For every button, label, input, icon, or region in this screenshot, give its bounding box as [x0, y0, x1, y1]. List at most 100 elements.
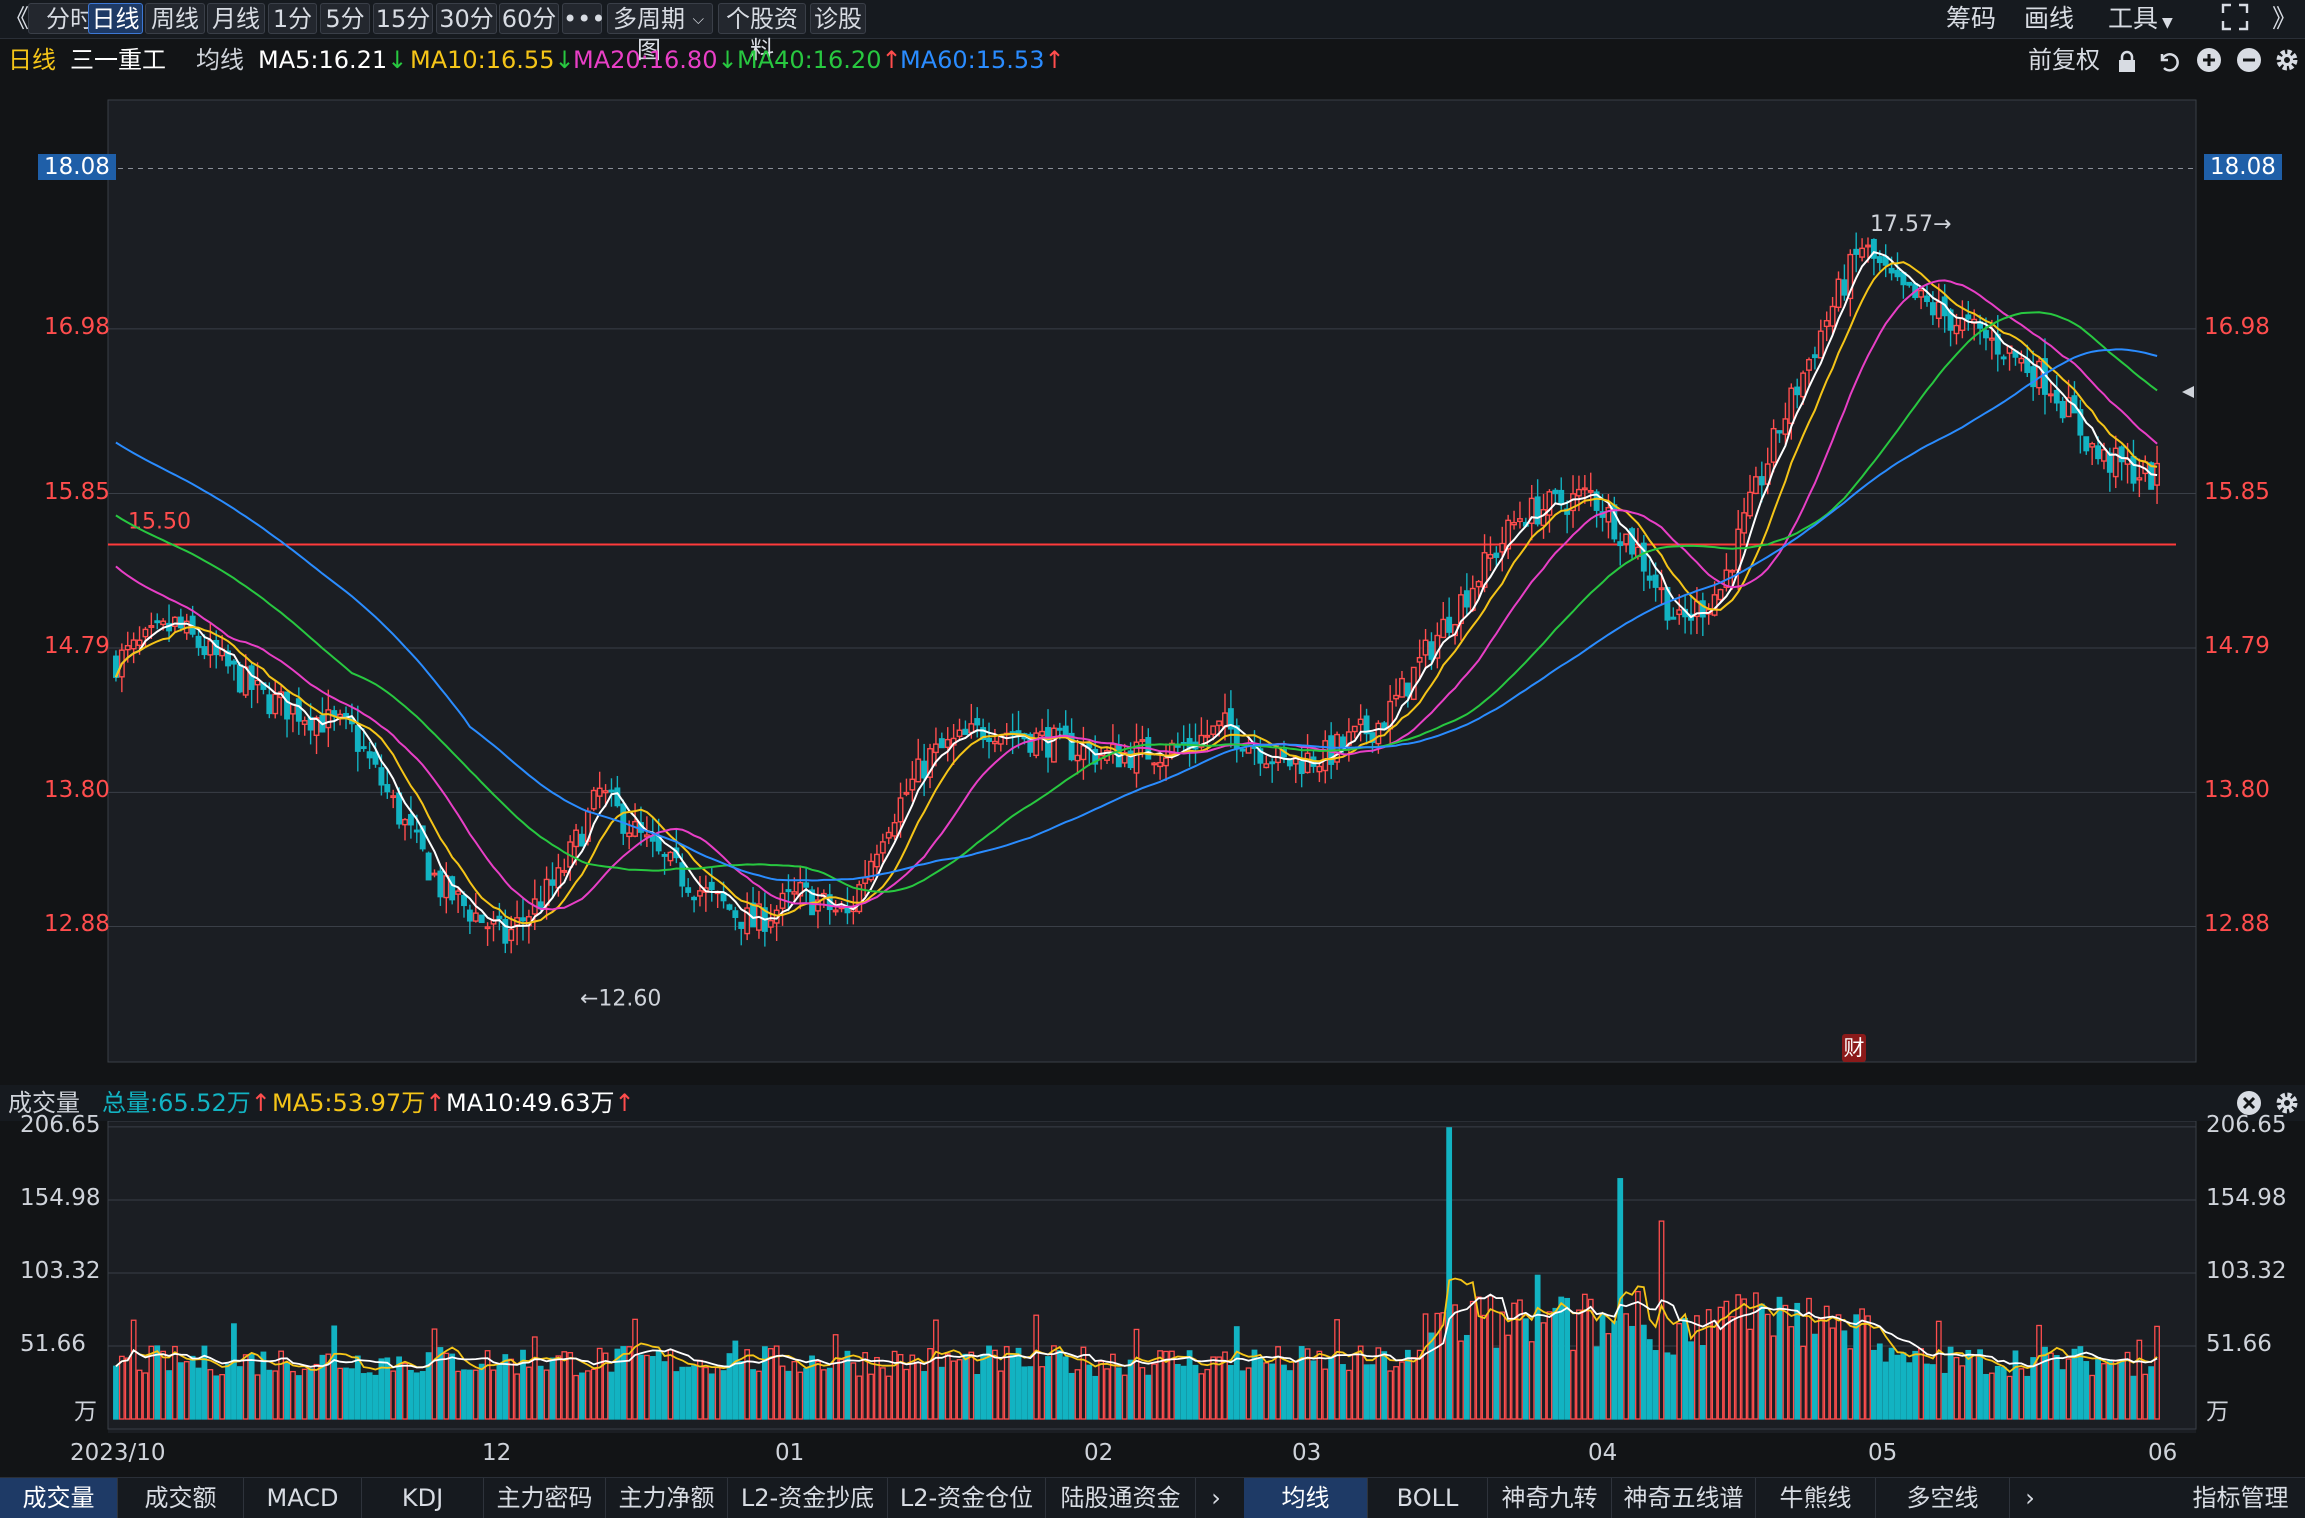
volume-bar — [148, 1345, 155, 1420]
close-icon[interactable] — [2236, 1090, 2262, 1126]
candle-body — [171, 616, 178, 627]
candle-body — [1269, 761, 1276, 765]
volume-bar — [702, 1366, 709, 1420]
overlay-tab-0[interactable]: 均线 — [1244, 1478, 1368, 1518]
candle-body — [2095, 445, 2102, 460]
indicator-tab-6[interactable]: L2-资金抄底 — [728, 1478, 888, 1518]
volume-bar — [1375, 1347, 1382, 1420]
indicator-name[interactable]: 均线 — [196, 46, 244, 74]
candle-body — [372, 751, 379, 765]
volume-bar — [1263, 1362, 1270, 1420]
scroll-right-icon-2[interactable]: › — [2025, 1484, 2035, 1512]
expand-icon[interactable] — [2220, 2, 2250, 33]
candle-body — [1304, 752, 1311, 774]
overlay-tab-2[interactable]: 神奇九转 — [1488, 1478, 1612, 1518]
period-tab-6[interactable]: 15分 — [373, 3, 433, 34]
financial-report-badge[interactable]: 财 — [1842, 1034, 1866, 1062]
adjust-label[interactable]: 前复权 — [2028, 46, 2100, 74]
period-tab-5[interactable]: 5分 — [320, 3, 370, 34]
stock-name[interactable]: 三一重工 — [70, 46, 166, 74]
indicator-tab-2[interactable]: MACD — [244, 1478, 362, 1518]
candle-body — [195, 635, 202, 648]
candlestick-chart[interactable]: 15.50 17.57→ ←12.60 — [0, 0, 2305, 1085]
candle-body — [626, 832, 633, 838]
volume-bar — [1216, 1356, 1222, 1420]
ma20-value: MA20:16.80↓ — [573, 46, 738, 74]
volume-bar — [1015, 1347, 1022, 1420]
period-tab-3[interactable]: 月线 — [207, 3, 265, 34]
candle-body — [1027, 733, 1034, 753]
price-axis-label: 15.85 — [2204, 478, 2270, 505]
lock-icon[interactable] — [2116, 48, 2138, 84]
volume-bar — [1876, 1343, 1883, 1420]
period-tab-4[interactable]: 1分 — [268, 3, 317, 34]
period-tab-12[interactable]: 诊股 — [810, 3, 866, 34]
volume-settings-gear-icon[interactable] — [2274, 1090, 2300, 1126]
period-tab-9[interactable]: ••• — [562, 3, 606, 34]
volume-bar — [1552, 1307, 1559, 1420]
tools-arrow-icon: ▼ — [2162, 15, 2173, 31]
period-tab-2[interactable]: 周线 — [145, 3, 205, 34]
scroll-right-icon[interactable]: › — [1211, 1484, 1221, 1512]
zoom-out-icon[interactable] — [2236, 47, 2262, 83]
volume-bar — [915, 1362, 922, 1420]
indicator-tab-8[interactable]: 陆股通资金 — [1046, 1478, 1196, 1518]
volume-bar — [136, 1369, 143, 1420]
candle-body — [1404, 682, 1411, 697]
volume-axis-label: 51.66 — [20, 1330, 86, 1357]
volume-bar — [1794, 1302, 1801, 1420]
volume-bar — [1741, 1298, 1748, 1420]
overlay-tab-5[interactable]: 多空线 — [1876, 1478, 2010, 1518]
settings-gear-icon[interactable] — [2274, 47, 2300, 83]
volume-title[interactable]: 成交量 — [8, 1089, 80, 1117]
candle-body — [466, 909, 473, 922]
volume-bar — [2006, 1375, 2013, 1420]
indicator-manage-button[interactable]: 指标管理 — [2192, 1484, 2289, 1512]
volume-bar — [2030, 1357, 2037, 1420]
candle-body — [1623, 533, 1630, 545]
forward-icon[interactable]: 》 — [2272, 4, 2298, 33]
volume-bar — [938, 1366, 945, 1420]
volume-bar — [1800, 1345, 1806, 1420]
volume-bar — [319, 1354, 326, 1420]
price-axis-label: 18.08 — [2204, 153, 2282, 180]
volume-bar — [490, 1369, 497, 1420]
indicator-tab-4[interactable]: 主力密码 — [484, 1478, 606, 1518]
period-tab-7[interactable]: 30分 — [436, 3, 497, 34]
volume-bar — [1245, 1367, 1252, 1420]
period-tab-1[interactable]: 日线 — [88, 3, 143, 34]
overlay-tab-3[interactable]: 神奇五线谱 — [1612, 1478, 1756, 1518]
back-icon[interactable]: 《 — [4, 4, 30, 33]
candle-body — [1847, 253, 1854, 300]
indicator-tab-3[interactable]: KDJ — [362, 1478, 484, 1518]
tools-button[interactable]: 工具 ▼ — [2108, 3, 2173, 34]
candle-body — [1186, 738, 1193, 749]
undo-icon[interactable] — [2156, 47, 2180, 83]
candle-body — [732, 910, 739, 918]
volume-bar — [1404, 1349, 1411, 1420]
indicator-tab-5[interactable]: 主力净额 — [606, 1478, 728, 1518]
volume-axis-label: 206.65 — [20, 1111, 101, 1138]
chip-button[interactable]: 筹码 — [1946, 4, 1997, 33]
volume-bar — [118, 1355, 125, 1420]
price-axis-label: 14.79 — [2204, 633, 2270, 660]
period-tab-11[interactable]: 个股资料 — [718, 3, 806, 64]
overlay-tab-1[interactable]: BOLL — [1368, 1478, 1488, 1518]
period-tab-10[interactable]: 多周期图 ⌵ — [607, 3, 713, 64]
overlay-tab-4[interactable]: 牛熊线 — [1756, 1478, 1876, 1518]
volume-bar — [891, 1350, 898, 1420]
volume-bar-chart[interactable] — [0, 1121, 2305, 1436]
candle-body — [1121, 752, 1128, 764]
period-tab-8[interactable]: 60分 — [499, 3, 559, 34]
draw-button[interactable]: 画线 — [2024, 4, 2075, 33]
indicator-tab-7[interactable]: L2-资金仓位 — [888, 1478, 1046, 1518]
volume-bar — [1434, 1312, 1441, 1420]
zoom-in-icon[interactable] — [2196, 47, 2222, 83]
indicator-tab-1[interactable]: 成交额 — [118, 1478, 244, 1518]
candle-body — [1517, 518, 1523, 523]
volume-bar — [1475, 1296, 1482, 1420]
candle-body — [1617, 541, 1624, 547]
indicator-tab-0[interactable]: 成交量 — [0, 1478, 118, 1518]
volume-bar — [2106, 1360, 2113, 1420]
volume-bar — [349, 1368, 355, 1420]
